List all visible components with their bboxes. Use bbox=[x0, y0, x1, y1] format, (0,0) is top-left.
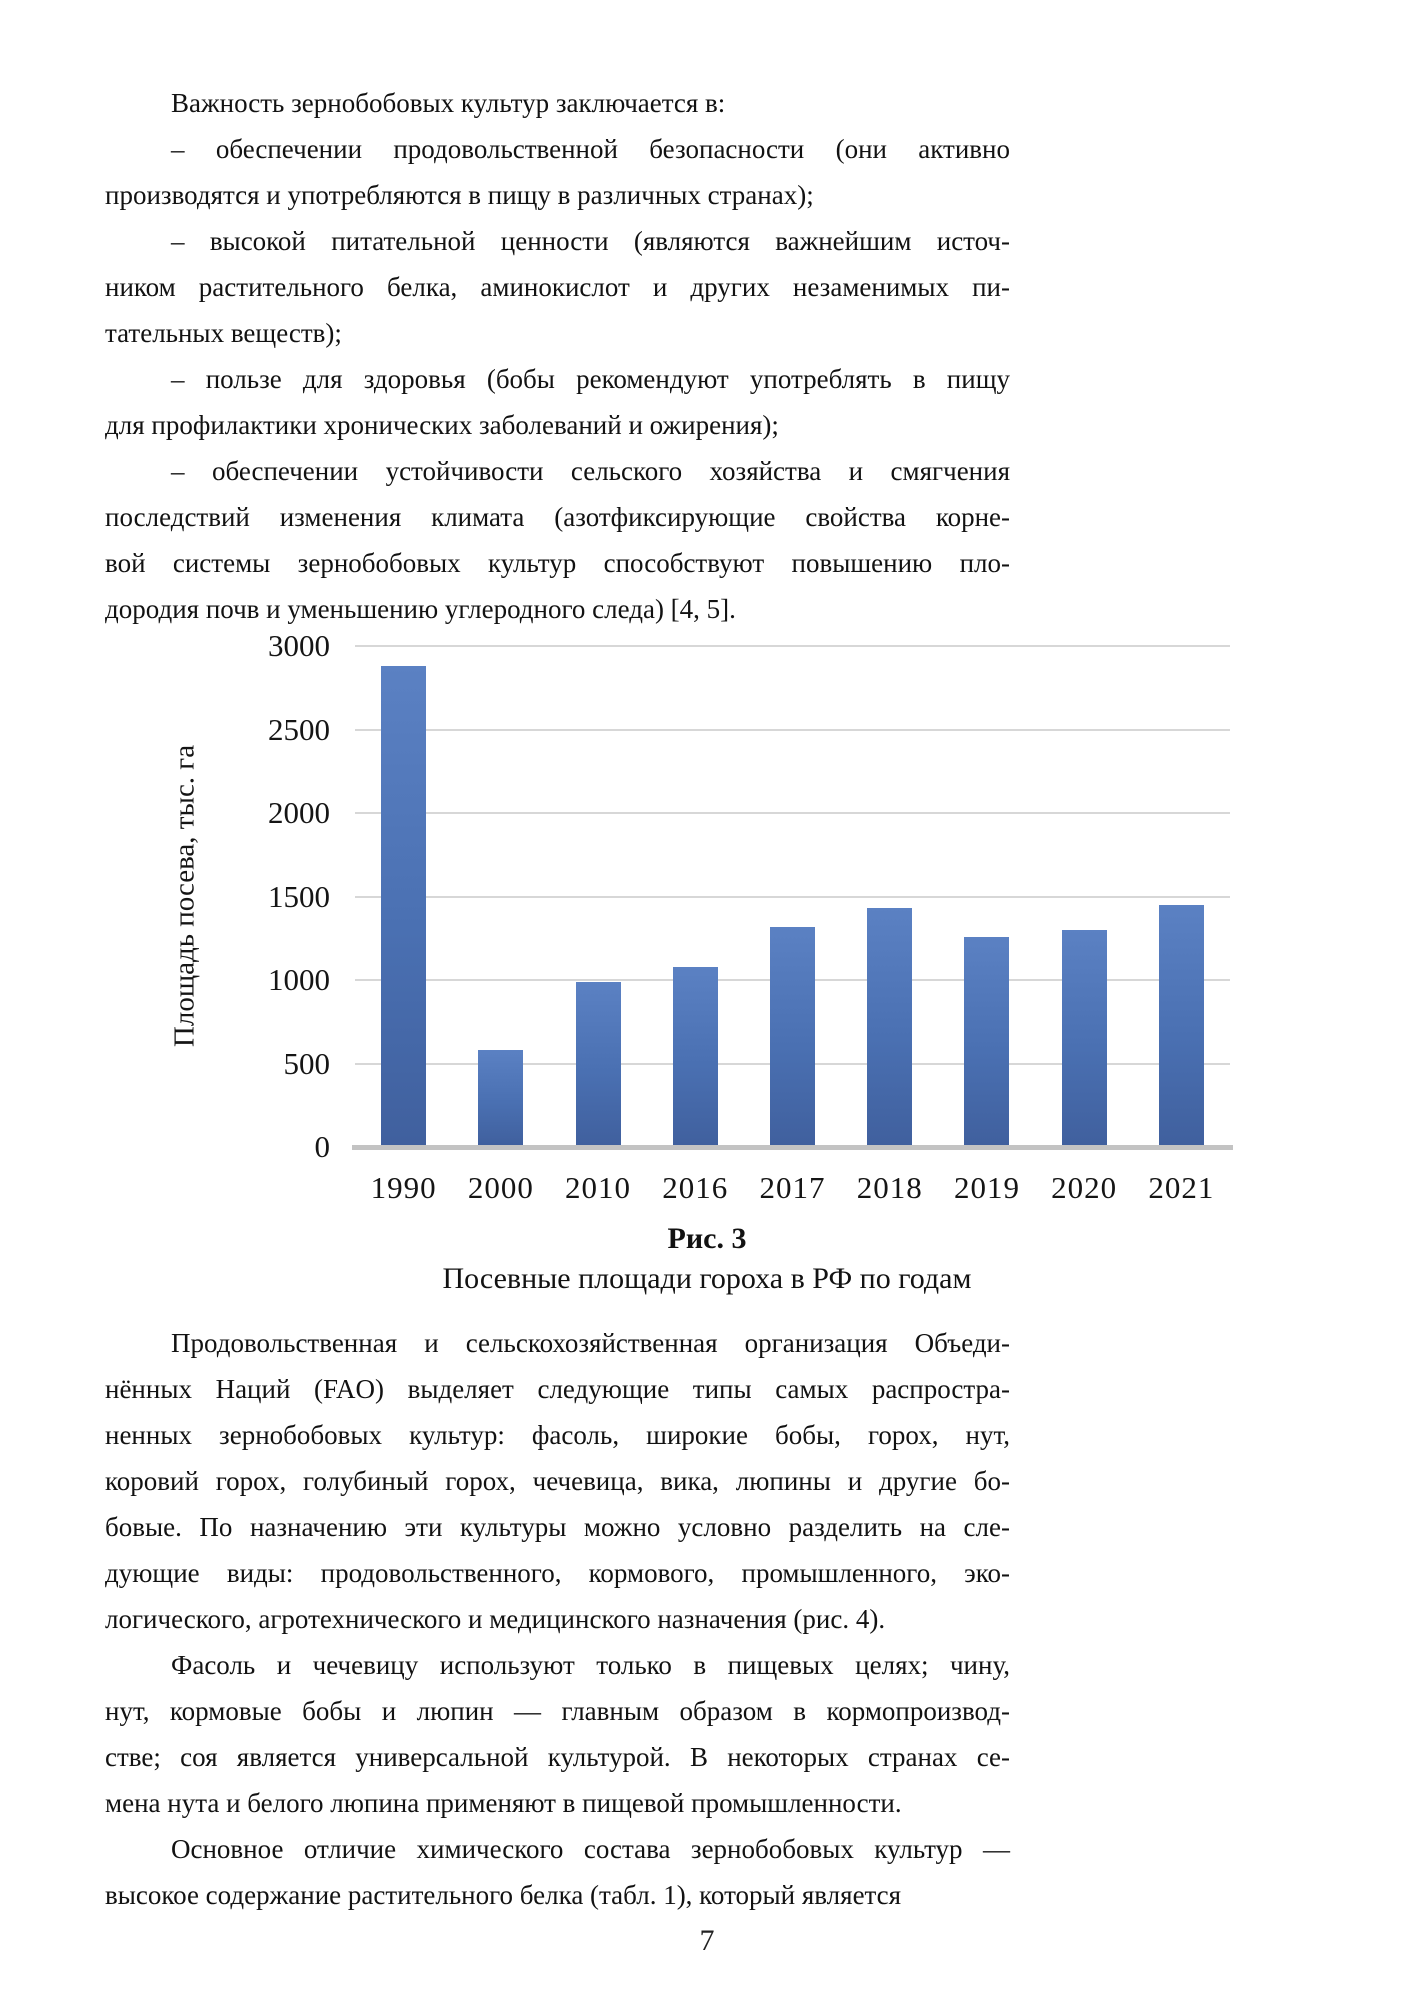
paragraph: Продовольственная и сельскохозяйственная… bbox=[105, 1320, 1010, 1642]
bar-2021 bbox=[1158, 904, 1204, 1145]
text-line: нённых Наций (FAO) выделяет следующие ти… bbox=[105, 1374, 1010, 1404]
y-axis-title-text: Площадь посева, тыс. га bbox=[168, 744, 201, 1048]
x-tick-label: 2017 bbox=[759, 1170, 826, 1205]
figure-chart: Площадь посева, тыс. га 0 500 1000 1500 2000… bbox=[0, 628, 1414, 1306]
bar-2016 bbox=[672, 966, 718, 1145]
gridline bbox=[355, 812, 1230, 814]
paragraph: Важность зернобобовых культур заключаетс… bbox=[105, 80, 1010, 126]
text-line: мена нута и белого люпина применяют в пи… bbox=[105, 1788, 902, 1818]
bar-2000 bbox=[478, 1050, 524, 1145]
x-tick-label: 2000 bbox=[467, 1170, 534, 1205]
y-tick-label: 500 bbox=[283, 1045, 331, 1081]
x-tick-label: 2020 bbox=[1051, 1170, 1118, 1205]
bar-1990 bbox=[381, 666, 427, 1145]
text-line: ником растительного белка, аминокислот и… bbox=[105, 272, 1010, 302]
bar-2020 bbox=[1061, 929, 1107, 1145]
x-axis-baseline bbox=[352, 1145, 1233, 1150]
text-line: логического, агротехнического и медицинс… bbox=[105, 1604, 886, 1634]
paragraph: – пользе для здоровья (бобы рекомендуют … bbox=[105, 356, 1010, 448]
bar-2017 bbox=[770, 926, 815, 1145]
figure-caption: Посевные площади гороха в РФ по годам bbox=[442, 1262, 972, 1295]
text-line: – высокой питательной ценности (являются… bbox=[171, 226, 1010, 256]
text-line: бовые. По назначению эти культуры можно … bbox=[105, 1512, 1010, 1542]
text-line: Важность зернобобовых культур заключаетс… bbox=[171, 88, 726, 118]
gridline bbox=[355, 895, 1230, 898]
gridline bbox=[355, 645, 1230, 647]
paragraph: – обеспечении продовольственной безопасн… bbox=[105, 126, 1010, 218]
paragraph: Основное отличие химического состава зер… bbox=[105, 1826, 1010, 1918]
text-line: – обеспечении продовольственной безопасн… bbox=[171, 134, 1010, 164]
bar-2010 bbox=[575, 981, 621, 1145]
text-line: нут, кормовые бобы и люпин — главным обр… bbox=[105, 1696, 1010, 1726]
text-line: Основное отличие химического состава зер… bbox=[171, 1834, 1010, 1864]
y-tick-label: 2500 bbox=[268, 711, 330, 747]
bar-2018 bbox=[867, 908, 913, 1145]
text-line: для профилактики хронических заболеваний… bbox=[105, 410, 779, 440]
text-line: производятся и употребляются в пищу в ра… bbox=[105, 180, 814, 210]
body-text-top: Важность зернобобовых культур заключаетс… bbox=[105, 80, 1010, 632]
bar-2019 bbox=[964, 936, 1010, 1145]
figure-label: Рис. 3 bbox=[667, 1222, 747, 1255]
text-line: дующие виды: продовольственного, кормово… bbox=[105, 1558, 1010, 1588]
y-tick-label: 0 bbox=[314, 1129, 331, 1164]
y-tick-label: 3000 bbox=[268, 628, 330, 663]
text-line: дородия почв и уменьшению углеродного сл… bbox=[105, 594, 736, 624]
text-line: вой системы зернобобовых культур способс… bbox=[105, 548, 1010, 578]
x-tick-label: 2021 bbox=[1148, 1170, 1215, 1205]
x-tick-label: 2019 bbox=[953, 1170, 1020, 1205]
y-tick-label: 1000 bbox=[268, 962, 330, 997]
text-line: тательных веществ); bbox=[105, 318, 342, 348]
body-text-bottom: Продовольственная и сельскохозяйственная… bbox=[105, 1320, 1010, 1918]
paragraph: – высокой питательной ценности (являются… bbox=[105, 218, 1010, 356]
text-line: Фасоль и чечевицу используют только в пи… bbox=[171, 1650, 1010, 1680]
x-tick-label: 2016 bbox=[662, 1170, 729, 1205]
paragraph: Фасоль и чечевицу используют только в пи… bbox=[105, 1642, 1010, 1826]
text-line: ненных зернобобовых культур: фасоль, шир… bbox=[105, 1420, 1010, 1450]
x-tick-label: 2018 bbox=[856, 1170, 923, 1205]
text-line: коровий горох, голубиный горох, чечевица… bbox=[105, 1466, 1010, 1496]
page-number: 7 bbox=[699, 1924, 715, 1957]
text-line: стве; соя является универсальной культур… bbox=[105, 1742, 1010, 1772]
paragraph: – обеспечении устойчивости сельского хоз… bbox=[105, 448, 1010, 632]
gridline bbox=[355, 728, 1230, 731]
y-tick-label: 2000 bbox=[268, 795, 330, 830]
text-line: последствий изменения климата (азотфикси… bbox=[105, 502, 1010, 532]
text-line: – пользе для здоровья (бобы рекомендуют … bbox=[171, 364, 1010, 394]
text-line: высокое содержание растительного белка (… bbox=[105, 1880, 902, 1910]
x-tick-label: 2010 bbox=[565, 1170, 632, 1205]
y-tick-label: 1500 bbox=[268, 878, 330, 914]
x-tick-label: 1990 bbox=[370, 1170, 437, 1205]
text-line: – обеспечении устойчивости сельского хоз… bbox=[171, 456, 1010, 486]
text-line: Продовольственная и сельскохозяйственная… bbox=[171, 1328, 1010, 1358]
